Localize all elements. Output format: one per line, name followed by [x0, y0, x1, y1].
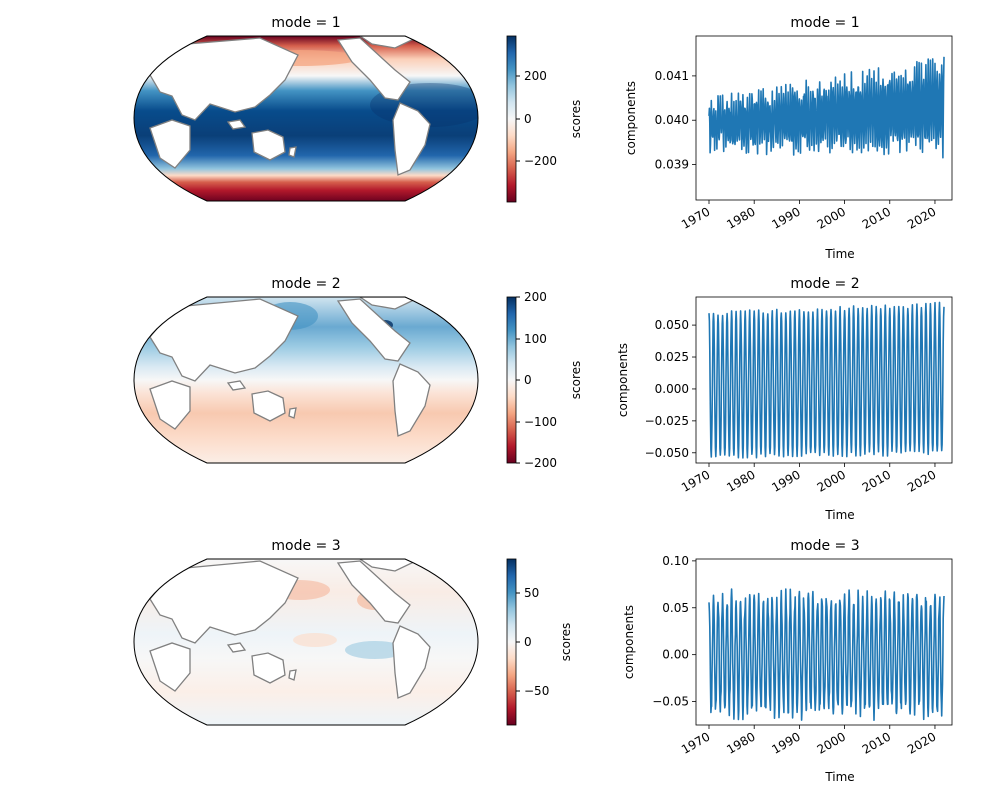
x-tick-label: 2020	[905, 467, 938, 494]
x-tick-label: 1990	[769, 729, 802, 756]
ts-ylabel-mode-3: components	[622, 605, 636, 679]
colorbar-tick-label: 200	[524, 290, 547, 304]
ts-title-mode-1: mode = 1	[790, 15, 859, 31]
x-tick-label: 2010	[860, 467, 893, 494]
colorbar-mode-3: 50 0 −50 scores	[506, 558, 573, 726]
x-tick-label: 2000	[815, 467, 848, 494]
map-land-mode-1	[149, 36, 431, 176]
colorbar-tick-label: 50	[524, 586, 539, 600]
map-land-mode-2	[149, 297, 431, 437]
series-line	[708, 56, 945, 159]
colorbar-tick-label: 0	[524, 635, 532, 649]
colorbar-tick-label: −200	[524, 154, 557, 168]
map-title-mode-1: mode = 1	[271, 15, 340, 31]
map-title-mode-3: mode = 3	[271, 538, 340, 554]
x-tick-label: 1970	[679, 729, 712, 756]
y-tick-label: 0.039	[655, 158, 689, 172]
ts-title-mode-2: mode = 2	[790, 276, 859, 292]
ts-xlabel-mode-2: Time	[824, 508, 854, 522]
ts-ylabel-mode-2: components	[616, 343, 630, 417]
map-border-mode-3	[133, 558, 479, 726]
colorbar-tick-label: −200	[524, 456, 557, 470]
y-tick-label: 0.025	[655, 350, 689, 364]
timeseries-panel-mode-1: mode = 1 components Time	[624, 15, 953, 261]
x-tick-label: 2000	[815, 204, 848, 231]
x-tick-label: 1980	[724, 204, 757, 231]
colorbar-tick-label: 0	[524, 112, 532, 126]
map-land-mode-3	[149, 559, 431, 699]
map-title-mode-2: mode = 2	[271, 276, 340, 292]
dynamic-chart-marks: 0.039 0.040 0.041 1970 1980 1990 2000 2010 2020 −…	[645, 56, 945, 757]
x-tick-label: 1980	[724, 729, 757, 756]
ts-ylabel-mode-1: components	[624, 81, 638, 155]
colorbar-mode-1: 200 0 −200 scores	[506, 35, 583, 203]
x-tick-label: 2020	[905, 729, 938, 756]
x-tick-label: 2010	[860, 204, 893, 231]
y-tick-label: −0.05	[652, 695, 689, 709]
timeseries-panel-mode-2: mode = 2 components Time	[616, 276, 953, 522]
map-panel-mode-1: mode = 1	[133, 15, 479, 202]
y-tick-label: 0.000	[655, 382, 689, 396]
x-tick-label: 1990	[769, 467, 802, 494]
colorbar-tick-label: −100	[524, 415, 557, 429]
colorbar-mode-2: 200 100 0 −100 −200 scores	[506, 290, 583, 470]
map-panel-mode-3: mode = 3	[133, 538, 479, 726]
colorbar-tick-label: 0	[524, 373, 532, 387]
map-border-mode-1	[133, 35, 479, 202]
y-tick-label: 0.05	[662, 601, 689, 615]
series-line	[708, 588, 945, 721]
colorbar-label: scores	[559, 623, 573, 662]
x-tick-label: 2010	[860, 729, 893, 756]
y-tick-label: 0.050	[655, 318, 689, 332]
x-tick-label: 2020	[905, 204, 938, 231]
x-tick-label: 1980	[724, 467, 757, 494]
ts-xlabel-mode-1: Time	[824, 247, 854, 261]
timeseries-panel-mode-3: mode = 3 components Time	[622, 538, 953, 784]
y-tick-label: 0.041	[655, 69, 689, 83]
map-panel-mode-2: mode = 2	[133, 276, 479, 464]
ts-xlabel-mode-3: Time	[824, 770, 854, 784]
series-line	[708, 301, 945, 459]
x-tick-label: 1970	[679, 204, 712, 231]
y-tick-label: −0.050	[645, 446, 689, 460]
y-tick-label: −0.025	[645, 414, 689, 428]
colorbar-tick-label: 100	[524, 332, 547, 346]
colorbar-label: scores	[569, 100, 583, 139]
colorbar-label: scores	[569, 361, 583, 400]
y-tick-label: 0.00	[662, 648, 689, 662]
ts-title-mode-3: mode = 3	[790, 538, 859, 554]
colorbar-tick-label: 200	[524, 69, 547, 83]
y-tick-label: 0.040	[655, 113, 689, 127]
map-border-mode-2	[133, 296, 479, 464]
x-tick-label: 2000	[815, 729, 848, 756]
colorbar-tick-label: −50	[524, 684, 549, 698]
y-tick-label: 0.10	[662, 554, 689, 568]
x-tick-label: 1990	[769, 204, 802, 231]
x-tick-label: 1970	[679, 467, 712, 494]
